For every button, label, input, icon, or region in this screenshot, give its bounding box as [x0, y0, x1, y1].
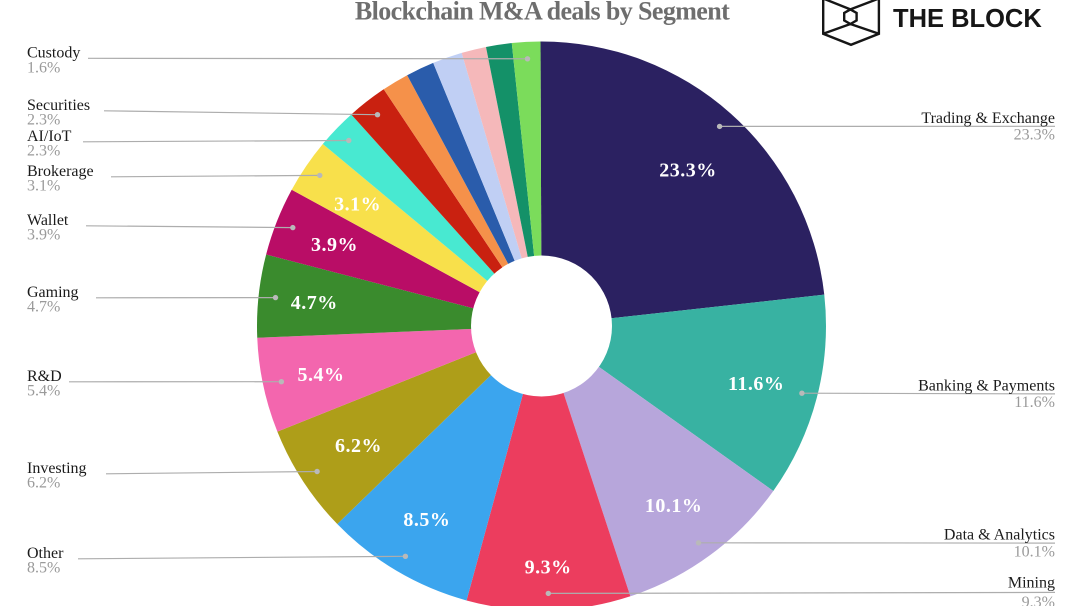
- svg-text:11.6%: 11.6%: [728, 373, 784, 395]
- svg-text:23.3%: 23.3%: [659, 160, 717, 182]
- svg-text:1.6%: 1.6%: [27, 60, 60, 77]
- svg-text:Securities: Securities: [27, 97, 90, 114]
- svg-text:Data & Analytics: Data & Analytics: [944, 527, 1055, 544]
- svg-text:9.3%: 9.3%: [525, 557, 572, 579]
- svg-text:3.9%: 3.9%: [27, 227, 60, 244]
- svg-text:R&D: R&D: [27, 368, 62, 385]
- svg-text:6.2%: 6.2%: [335, 435, 382, 457]
- svg-text:3.1%: 3.1%: [27, 178, 60, 195]
- svg-text:Trading & Exchange: Trading & Exchange: [921, 110, 1055, 127]
- svg-text:8.5%: 8.5%: [403, 509, 450, 531]
- svg-text:2.3%: 2.3%: [27, 112, 60, 129]
- svg-text:Other: Other: [27, 545, 64, 562]
- svg-text:Brokerage: Brokerage: [27, 163, 94, 180]
- svg-text:Wallet: Wallet: [27, 212, 69, 229]
- svg-text:5.4%: 5.4%: [27, 383, 60, 400]
- svg-text:9.3%: 9.3%: [1022, 594, 1055, 606]
- svg-text:3.1%: 3.1%: [334, 193, 381, 215]
- svg-text:Gaming: Gaming: [27, 284, 79, 301]
- svg-text:10.1%: 10.1%: [1014, 543, 1055, 560]
- svg-text:11.6%: 11.6%: [1014, 394, 1055, 411]
- svg-text:AI/IoT: AI/IoT: [27, 128, 72, 145]
- svg-text:6.2%: 6.2%: [27, 475, 60, 492]
- svg-text:10.1%: 10.1%: [645, 495, 703, 517]
- svg-text:4.7%: 4.7%: [27, 299, 60, 316]
- svg-text:5.4%: 5.4%: [298, 364, 345, 386]
- svg-text:8.5%: 8.5%: [27, 560, 60, 577]
- svg-text:4.7%: 4.7%: [291, 292, 338, 314]
- svg-text:Mining: Mining: [1008, 575, 1055, 592]
- svg-text:Blockchain M&A deals by Segmen: Blockchain M&A deals by Segment: [355, 0, 730, 26]
- svg-text:23.3%: 23.3%: [1014, 127, 1055, 144]
- svg-text:Banking & Payments: Banking & Payments: [918, 377, 1055, 394]
- svg-text:2.3%: 2.3%: [27, 143, 60, 160]
- svg-text:Investing: Investing: [27, 460, 87, 477]
- svg-text:3.9%: 3.9%: [311, 234, 358, 256]
- svg-text:THE BLOCK: THE BLOCK: [893, 5, 1042, 33]
- svg-text:Custody: Custody: [27, 45, 80, 62]
